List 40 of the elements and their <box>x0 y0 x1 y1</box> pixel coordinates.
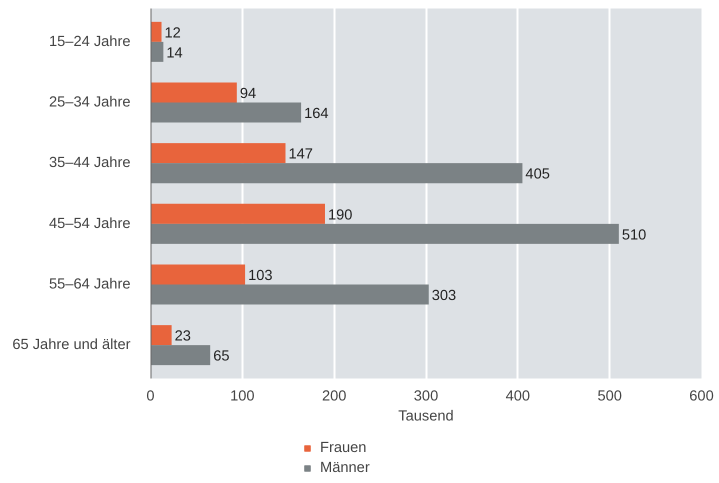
bar <box>150 163 522 184</box>
bar <box>150 224 619 244</box>
legend-label: Männer <box>320 460 370 476</box>
bar <box>150 82 237 103</box>
x-tick-label: 300 <box>414 388 438 404</box>
data-label: 65 <box>213 348 230 365</box>
data-label: 23 <box>174 328 191 345</box>
x-tick-label: 100 <box>230 388 255 404</box>
y-tick-label: 65 Jahre und älter <box>12 337 131 354</box>
y-tick-label: 25–34 Jahre <box>49 94 131 111</box>
bar <box>150 284 429 304</box>
data-label: 405 <box>525 166 550 183</box>
bar <box>150 264 246 284</box>
data-label: 147 <box>288 146 313 163</box>
bar <box>150 345 210 366</box>
bar <box>150 204 325 224</box>
data-label: 190 <box>328 207 352 224</box>
data-label: 103 <box>248 268 273 284</box>
data-label: 164 <box>304 106 329 122</box>
legend-label: Frauen <box>320 440 366 456</box>
x-axis-title: Tausend <box>398 408 454 424</box>
bar <box>150 325 172 346</box>
y-tick-label: 15–24 Jahre <box>49 34 131 50</box>
bar <box>150 42 164 62</box>
data-label: 94 <box>240 86 256 102</box>
y-tick-label: 55–64 Jahre <box>49 276 131 292</box>
data-label: 14 <box>166 45 183 62</box>
data-label: 12 <box>164 25 181 42</box>
y-tick-label: 45–54 Jahre <box>49 216 131 232</box>
bar <box>150 143 286 164</box>
bar <box>150 102 302 123</box>
x-tick-label: 400 <box>506 388 530 404</box>
x-tick-label: 600 <box>689 388 714 404</box>
x-tick-label: 500 <box>597 388 622 404</box>
y-tick-label: 35–44 Jahre <box>49 155 131 172</box>
bar <box>150 22 162 42</box>
data-label: 510 <box>622 227 646 244</box>
x-tick-label: 200 <box>322 388 346 404</box>
data-label: 303 <box>432 288 456 304</box>
x-tick-label: 0 <box>146 388 155 404</box>
